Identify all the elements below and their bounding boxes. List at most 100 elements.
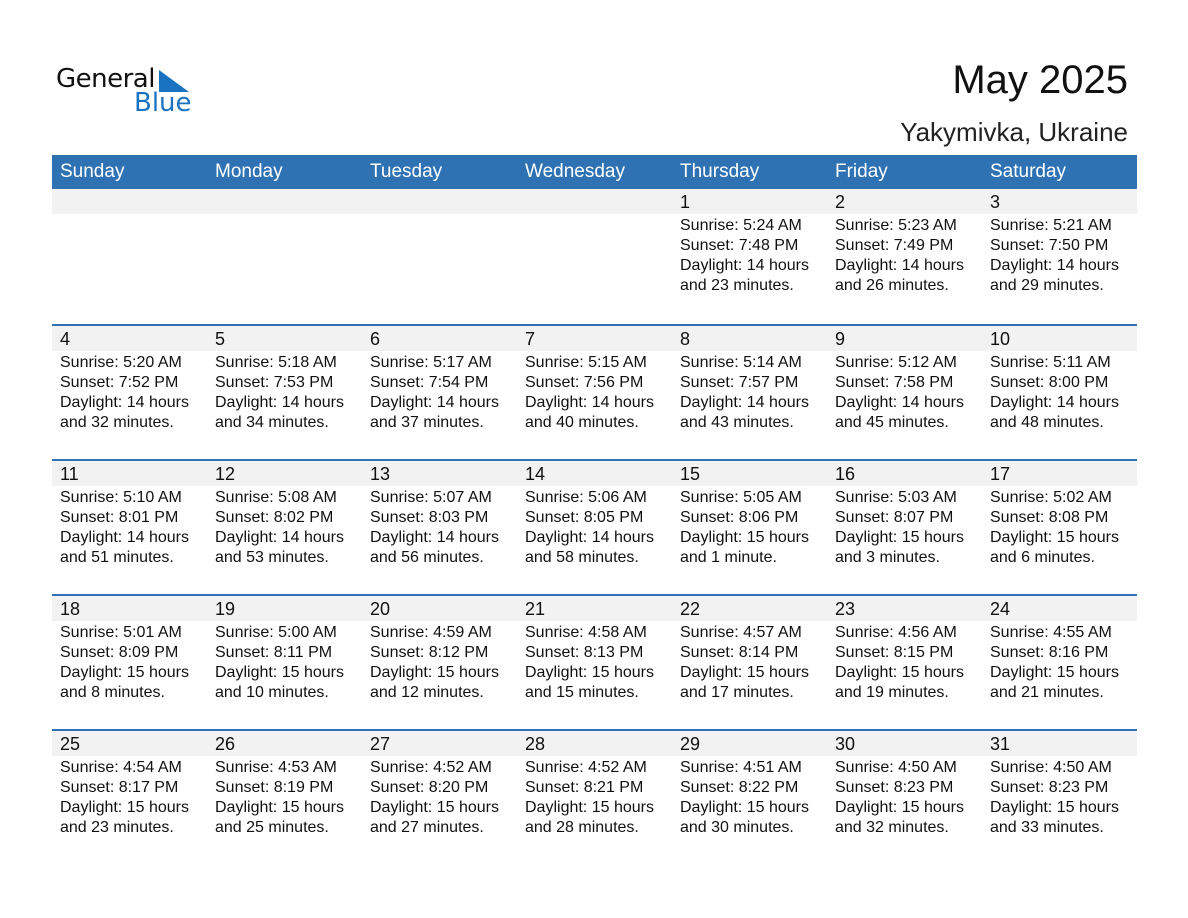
daylight-text: Daylight: 14 hours [835,394,964,411]
sunrise-text: Sunrise: 5:06 AM [525,489,647,506]
sunrise-text: Sunrise: 5:21 AM [990,217,1112,234]
weekday-friday: Friday [835,161,888,182]
sunset-text: Sunset: 8:12 PM [370,644,489,661]
day-number [362,189,517,214]
day-cell: 14 Sunrise: 5:06 AM Sunset: 8:05 PM Dayligh… [517,461,672,594]
daylight-text: Daylight: 15 hours [370,664,499,681]
day-cell: 30 Sunrise: 4:50 AM Sunset: 8:23 PM Dayligh… [827,731,982,864]
daylight-text: Daylight: 15 hours [680,664,809,681]
minutes-text: and 34 minutes. [215,414,329,431]
sunset-text: Sunset: 8:07 PM [835,509,954,526]
sunrise-text: Sunrise: 4:51 AM [680,759,802,776]
day-number: 15 [672,461,827,486]
daylight-text: Daylight: 15 hours [215,664,344,681]
minutes-text: and 8 minutes. [60,684,165,701]
daylight-text: Daylight: 15 hours [370,799,499,816]
weekday-wednesday: Wednesday [525,161,625,182]
day-cell: 12 Sunrise: 5:08 AM Sunset: 8:02 PM Dayligh… [207,461,362,594]
daylight-text: Daylight: 15 hours [680,799,809,816]
day-cell: 11 Sunrise: 5:10 AM Sunset: 8:01 PM Dayligh… [52,461,207,594]
daylight-text: Daylight: 15 hours [525,664,654,681]
day-cell: 25 Sunrise: 4:54 AM Sunset: 8:17 PM Dayligh… [52,731,207,864]
daylight-text: Daylight: 15 hours [990,664,1119,681]
day-number: 23 [827,596,982,621]
day-number: 22 [672,596,827,621]
day-number: 20 [362,596,517,621]
day-number: 6 [362,326,517,351]
sunrise-text: Sunrise: 5:10 AM [60,489,182,506]
minutes-text: and 51 minutes. [60,549,174,566]
day-number: 31 [982,731,1137,756]
sunset-text: Sunset: 8:13 PM [525,644,644,661]
day-number: 4 [52,326,207,351]
minutes-text: and 3 minutes. [835,549,940,566]
weekday-header: Sunday Monday Tuesday Wednesday Thursday Frid… [52,155,1137,189]
sunset-text: Sunset: 7:53 PM [215,374,334,391]
logo-blue-text: Blue [134,88,192,118]
sunrise-text: Sunrise: 4:52 AM [525,759,647,776]
day-cell: 26 Sunrise: 4:53 AM Sunset: 8:19 PM Dayligh… [207,731,362,864]
day-cell: 27 Sunrise: 4:52 AM Sunset: 8:20 PM Dayligh… [362,731,517,864]
minutes-text: and 25 minutes. [215,819,329,836]
logo: General Blue [56,64,196,120]
minutes-text: and 32 minutes. [835,819,949,836]
sunset-text: Sunset: 7:49 PM [835,237,954,254]
day-cell: 21 Sunrise: 4:58 AM Sunset: 8:13 PM Dayligh… [517,596,672,729]
minutes-text: and 58 minutes. [525,549,639,566]
sunset-text: Sunset: 8:05 PM [525,509,644,526]
day-cell: 19 Sunrise: 5:00 AM Sunset: 8:11 PM Dayligh… [207,596,362,729]
sunrise-text: Sunrise: 5:02 AM [990,489,1112,506]
day-number: 19 [207,596,362,621]
minutes-text: and 28 minutes. [525,819,639,836]
minutes-text: and 53 minutes. [215,549,329,566]
sunset-text: Sunset: 8:02 PM [215,509,334,526]
sunset-text: Sunset: 7:57 PM [680,374,799,391]
minutes-text: and 1 minute. [680,549,777,566]
sunset-text: Sunset: 8:21 PM [525,779,644,796]
daylight-text: Daylight: 14 hours [525,394,654,411]
sunset-text: Sunset: 8:03 PM [370,509,489,526]
day-cell: 5 Sunrise: 5:18 AM Sunset: 7:53 PM Daylight… [207,326,362,459]
sunrise-text: Sunrise: 4:59 AM [370,624,492,641]
sunset-text: Sunset: 7:56 PM [525,374,644,391]
sunrise-text: Sunrise: 5:23 AM [835,217,957,234]
daylight-text: Daylight: 14 hours [680,394,809,411]
daylight-text: Daylight: 14 hours [990,394,1119,411]
day-cell: 16 Sunrise: 5:03 AM Sunset: 8:07 PM Dayligh… [827,461,982,594]
sunrise-text: Sunrise: 5:08 AM [215,489,337,506]
day-number: 13 [362,461,517,486]
minutes-text: and 43 minutes. [680,414,794,431]
day-number [52,189,207,214]
sunset-text: Sunset: 8:23 PM [990,779,1109,796]
day-number: 10 [982,326,1137,351]
sunset-text: Sunset: 7:58 PM [835,374,954,391]
day-number: 16 [827,461,982,486]
day-number: 9 [827,326,982,351]
day-cell: 31 Sunrise: 4:50 AM Sunset: 8:23 PM Dayligh… [982,731,1137,864]
day-cell: 22 Sunrise: 4:57 AM Sunset: 8:14 PM Dayligh… [672,596,827,729]
calendar-body: 1 Sunrise: 5:24 AM Sunset: 7:48 PM Daylight… [52,189,1137,864]
sunrise-text: Sunrise: 5:11 AM [990,354,1111,371]
daylight-text: Daylight: 14 hours [370,529,499,546]
sunset-text: Sunset: 7:48 PM [680,237,799,254]
sunset-text: Sunset: 8:15 PM [835,644,954,661]
calendar: Sunday Monday Tuesday Wednesday Thursday Frid… [52,155,1137,864]
empty-cell [517,189,672,324]
week-row: 25 Sunrise: 4:54 AM Sunset: 8:17 PM Dayligh… [52,729,1137,864]
sunrise-text: Sunrise: 4:55 AM [990,624,1112,641]
sunset-text: Sunset: 8:16 PM [990,644,1109,661]
sunset-text: Sunset: 8:22 PM [680,779,799,796]
minutes-text: and 33 minutes. [990,819,1104,836]
minutes-text: and 23 minutes. [680,277,794,294]
daylight-text: Daylight: 15 hours [215,799,344,816]
daylight-text: Daylight: 15 hours [835,529,964,546]
minutes-text: and 32 minutes. [60,414,174,431]
minutes-text: and 30 minutes. [680,819,794,836]
day-cell: 17 Sunrise: 5:02 AM Sunset: 8:08 PM Dayligh… [982,461,1137,594]
sunrise-text: Sunrise: 4:58 AM [525,624,647,641]
daylight-text: Daylight: 14 hours [215,394,344,411]
daylight-text: Daylight: 14 hours [835,257,964,274]
weekday-sunday: Sunday [60,161,125,182]
sunset-text: Sunset: 8:08 PM [990,509,1109,526]
daylight-text: Daylight: 15 hours [990,799,1119,816]
